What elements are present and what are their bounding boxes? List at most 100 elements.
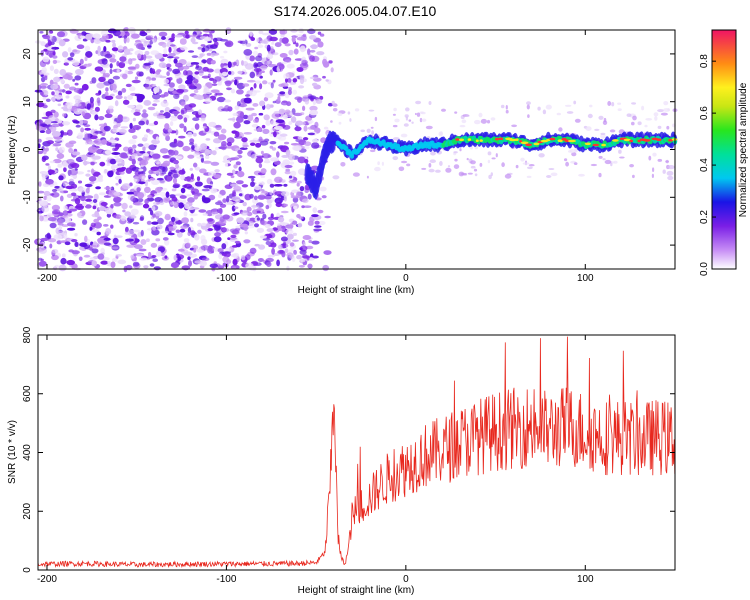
spectrogram-cell — [119, 56, 127, 62]
spectrogram-cell — [573, 162, 578, 166]
spectrogram-cell — [280, 210, 289, 214]
x-tick-label: -200 — [37, 273, 57, 284]
spectrogram-cell — [166, 176, 172, 181]
x-tick-label: -100 — [216, 574, 236, 585]
spectrogram-cell — [601, 143, 606, 147]
spectrogram-cell — [201, 195, 206, 203]
spectrogram-cell — [221, 253, 228, 257]
spectrogram-cell — [255, 37, 260, 43]
spectrogram-cell — [598, 115, 604, 120]
spectrogram-cell — [80, 195, 86, 202]
spectrogram-cell — [574, 149, 578, 152]
spectrogram-cell — [235, 225, 241, 229]
spectrogram-cells — [34, 27, 678, 273]
spectrogram-cell — [167, 232, 175, 236]
spectrogram-cell — [45, 179, 54, 185]
spectrogram-cell — [281, 61, 288, 64]
spectrogram-cell — [116, 69, 120, 73]
spectrogram-cell — [632, 115, 637, 121]
spectrogram-cell — [201, 59, 207, 64]
spectrogram-cell — [42, 97, 47, 100]
spectrogram-cell — [281, 243, 286, 248]
spectrogram-cell — [82, 201, 87, 207]
spectrogram-cell — [214, 76, 222, 82]
spectrogram-cell — [150, 166, 159, 171]
spectrogram-cell — [113, 191, 121, 196]
spectrogram-cell — [293, 48, 299, 55]
spectrogram-cell — [117, 259, 127, 265]
spectrogram-cell — [148, 129, 154, 135]
spectrogram-cell — [184, 203, 190, 209]
spectrogram-cell — [219, 189, 226, 196]
spectrogram-cell — [167, 53, 176, 57]
spectrogram-cell — [490, 117, 496, 121]
spectrogram-cell — [405, 116, 408, 121]
spectrogram-cell — [273, 110, 281, 115]
spectrogram-cell — [310, 44, 318, 50]
spectrogram-cell — [217, 134, 227, 141]
spectrogram-cell — [194, 166, 201, 171]
spectrogram-cell — [139, 151, 146, 154]
spectrogram-cell — [103, 224, 109, 227]
spectrogram-cell — [169, 201, 178, 206]
spectrogram-cell — [490, 172, 493, 177]
spectrogram-cell — [573, 100, 577, 105]
spectrogram-cell — [296, 67, 304, 72]
spectrogram-cell — [307, 95, 317, 100]
spectrogram-cell — [430, 151, 436, 156]
spectrogram-cell — [205, 155, 210, 160]
spectrogram-cell — [180, 225, 188, 230]
spectrogram-cell — [94, 130, 103, 134]
spectrogram-cell — [128, 215, 137, 219]
spectrogram-cell — [51, 91, 55, 96]
spectrogram-cell — [42, 148, 47, 155]
spectrogram-cell — [129, 182, 133, 187]
spectrogram-cell — [85, 187, 90, 194]
spectrogram-cell — [108, 139, 118, 143]
spectrogram-cell — [84, 204, 92, 209]
spectrogram-cell — [144, 180, 148, 187]
spectrogram-cell — [100, 260, 109, 265]
spectrogram-cell — [574, 118, 581, 123]
spectrogram-cell — [249, 89, 257, 97]
spectrogram-cell — [186, 176, 192, 182]
spectrogram-cell — [113, 202, 122, 207]
spectrogram-cell — [38, 247, 47, 254]
spectrogram-cell — [459, 124, 466, 128]
spectrogram-cell — [629, 164, 634, 168]
spectrogram-cell — [111, 39, 116, 43]
spectrogram-cell — [123, 37, 127, 44]
spectrogram-cell — [190, 34, 198, 38]
spectrogram-cell — [125, 83, 132, 88]
spectrogram-cell — [217, 265, 225, 269]
spectrogram-x-ticks: -200 -100 0 100 — [37, 30, 594, 284]
spectrogram-cell — [219, 216, 225, 223]
spectrogram-cell — [441, 108, 446, 112]
spectrogram-cell — [93, 37, 102, 45]
spectrogram-cell — [50, 84, 59, 90]
spectrogram-cell — [272, 100, 277, 104]
spectrogram-cell — [288, 175, 293, 179]
spectrogram-cell — [56, 153, 65, 160]
spectrogram-cell — [338, 121, 342, 125]
spectrogram-cell — [369, 149, 376, 153]
spectrogram-cell — [324, 215, 331, 219]
snr-y-ticks: 0 200 400 600 800 — [22, 326, 675, 573]
spectrogram-cell — [111, 47, 119, 52]
spectrogram-cell — [170, 117, 178, 122]
spectrogram-cell — [201, 114, 206, 121]
spectrogram-cell — [258, 30, 264, 35]
spectrogram-cell — [292, 239, 299, 242]
spectrogram-cell — [145, 37, 154, 40]
spectrogram-cell — [74, 82, 79, 86]
spectrogram-cell — [288, 87, 292, 92]
spectrogram-cell — [148, 251, 152, 258]
spectrogram-cell — [45, 137, 53, 140]
spectrogram-cell — [230, 157, 240, 161]
spectrogram-cell — [249, 139, 258, 144]
spectrogram-cell — [663, 101, 669, 106]
spectrogram-cell — [47, 40, 52, 46]
spectrogram-cell — [89, 181, 95, 185]
spectrogram-cell — [118, 178, 122, 184]
spectrogram-cell — [303, 137, 309, 141]
